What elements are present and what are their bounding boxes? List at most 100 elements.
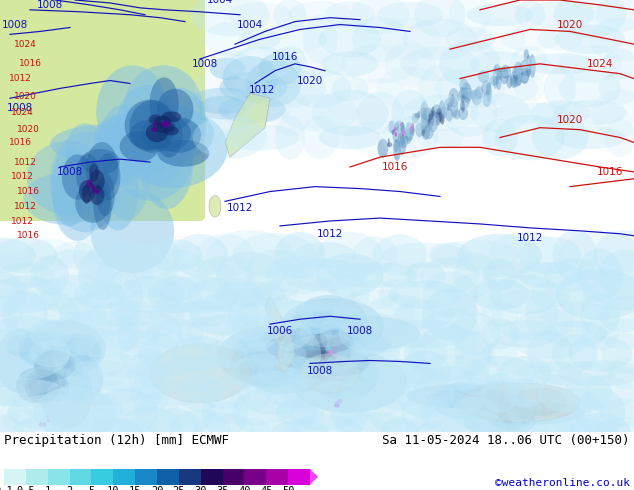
Ellipse shape xyxy=(427,119,430,125)
Text: 45: 45 xyxy=(260,486,273,490)
Ellipse shape xyxy=(229,417,271,447)
Ellipse shape xyxy=(335,289,415,340)
Ellipse shape xyxy=(540,301,611,327)
Ellipse shape xyxy=(440,114,444,125)
Ellipse shape xyxy=(394,132,397,137)
Ellipse shape xyxy=(150,77,179,129)
Ellipse shape xyxy=(475,18,526,60)
Ellipse shape xyxy=(300,299,350,329)
Ellipse shape xyxy=(282,259,368,292)
Ellipse shape xyxy=(295,279,355,310)
Text: 20: 20 xyxy=(151,486,163,490)
Ellipse shape xyxy=(481,318,520,349)
Ellipse shape xyxy=(458,234,542,277)
Ellipse shape xyxy=(56,354,93,393)
Ellipse shape xyxy=(559,230,634,281)
Ellipse shape xyxy=(283,329,314,368)
Ellipse shape xyxy=(79,180,95,202)
Ellipse shape xyxy=(460,100,465,111)
Ellipse shape xyxy=(410,355,490,392)
Ellipse shape xyxy=(391,89,429,137)
Ellipse shape xyxy=(508,309,592,360)
Ellipse shape xyxy=(265,256,335,294)
Ellipse shape xyxy=(481,80,491,96)
Ellipse shape xyxy=(266,335,328,360)
Ellipse shape xyxy=(131,372,169,414)
Ellipse shape xyxy=(115,276,185,313)
Ellipse shape xyxy=(403,19,477,60)
Ellipse shape xyxy=(268,90,312,136)
Ellipse shape xyxy=(190,293,261,336)
Ellipse shape xyxy=(447,105,450,110)
Text: 40: 40 xyxy=(238,486,250,490)
Ellipse shape xyxy=(92,119,143,184)
Ellipse shape xyxy=(170,336,230,371)
Ellipse shape xyxy=(249,419,301,445)
Ellipse shape xyxy=(411,128,415,133)
Ellipse shape xyxy=(98,105,148,186)
Bar xyxy=(70,469,91,485)
Ellipse shape xyxy=(120,232,180,279)
Ellipse shape xyxy=(602,49,634,79)
Ellipse shape xyxy=(379,18,441,61)
Ellipse shape xyxy=(11,366,88,420)
Ellipse shape xyxy=(600,296,634,333)
Ellipse shape xyxy=(512,388,567,416)
Ellipse shape xyxy=(508,375,592,411)
Ellipse shape xyxy=(525,288,575,341)
Ellipse shape xyxy=(254,69,326,108)
Ellipse shape xyxy=(313,334,328,351)
Ellipse shape xyxy=(353,236,398,274)
Ellipse shape xyxy=(271,420,328,444)
Ellipse shape xyxy=(450,98,458,118)
Bar xyxy=(91,469,113,485)
Ellipse shape xyxy=(300,354,360,393)
Ellipse shape xyxy=(439,100,445,122)
Ellipse shape xyxy=(148,276,202,314)
Ellipse shape xyxy=(74,229,127,281)
Ellipse shape xyxy=(59,292,141,337)
Ellipse shape xyxy=(395,122,399,130)
Ellipse shape xyxy=(467,3,533,26)
Ellipse shape xyxy=(0,328,20,379)
Ellipse shape xyxy=(217,325,334,388)
Ellipse shape xyxy=(507,74,512,88)
Ellipse shape xyxy=(382,243,469,268)
Ellipse shape xyxy=(53,312,98,356)
Ellipse shape xyxy=(223,56,278,98)
Ellipse shape xyxy=(103,124,151,220)
Ellipse shape xyxy=(521,68,529,84)
Ellipse shape xyxy=(555,270,634,320)
Ellipse shape xyxy=(404,261,445,289)
Ellipse shape xyxy=(567,336,632,371)
Ellipse shape xyxy=(527,331,573,376)
Ellipse shape xyxy=(470,94,530,132)
Ellipse shape xyxy=(81,149,120,174)
Ellipse shape xyxy=(316,350,370,376)
Ellipse shape xyxy=(512,66,519,79)
Text: 1012: 1012 xyxy=(227,203,253,213)
Ellipse shape xyxy=(543,321,607,347)
Ellipse shape xyxy=(334,401,337,404)
Ellipse shape xyxy=(153,122,157,126)
Ellipse shape xyxy=(290,337,337,371)
Ellipse shape xyxy=(340,368,410,417)
Ellipse shape xyxy=(231,333,343,393)
Ellipse shape xyxy=(374,330,426,377)
Ellipse shape xyxy=(553,230,597,281)
Ellipse shape xyxy=(394,126,396,131)
Ellipse shape xyxy=(401,122,404,133)
Ellipse shape xyxy=(463,405,536,438)
Ellipse shape xyxy=(42,422,46,427)
Ellipse shape xyxy=(50,124,159,164)
Ellipse shape xyxy=(423,125,434,140)
Ellipse shape xyxy=(141,115,191,151)
Ellipse shape xyxy=(0,359,21,388)
Ellipse shape xyxy=(342,393,408,432)
Ellipse shape xyxy=(490,275,560,315)
Ellipse shape xyxy=(500,27,560,51)
Ellipse shape xyxy=(91,189,174,273)
Ellipse shape xyxy=(0,351,65,395)
Ellipse shape xyxy=(339,314,411,354)
Ellipse shape xyxy=(343,121,417,154)
